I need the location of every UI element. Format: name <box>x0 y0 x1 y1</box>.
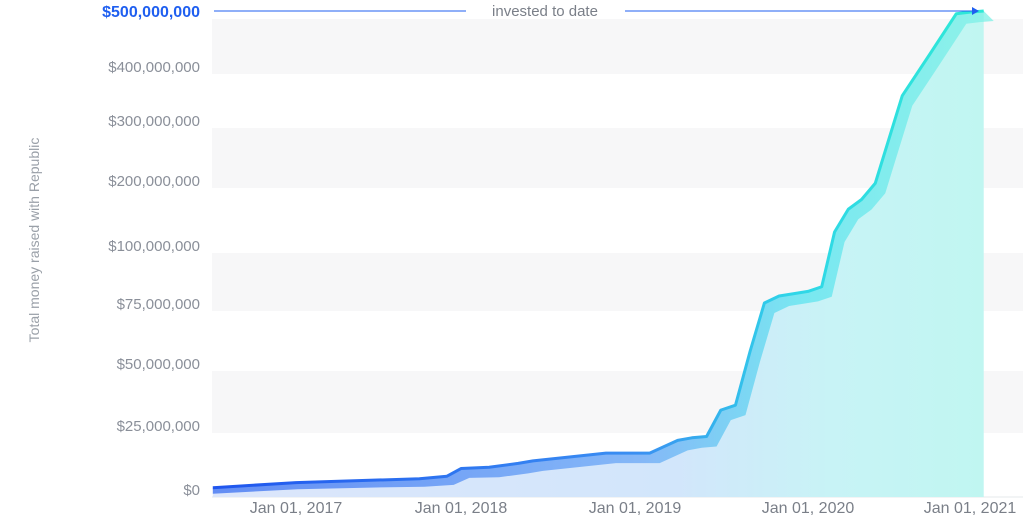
annotation-arrowhead <box>972 7 979 15</box>
annotation-group: invested to date <box>214 3 979 20</box>
series-line <box>212 9 984 490</box>
y-tick-label: $50,000,000 <box>117 356 200 373</box>
x-tick-label: Jan 01, 2017 <box>250 500 343 516</box>
area-ribbon <box>212 11 994 494</box>
y-axis-ticks: $0 $25,000,000 $50,000,000 $75,000,000 $100,… <box>102 4 200 499</box>
x-tick-label: Jan 01, 2018 <box>415 500 508 516</box>
y-axis-label: Total money raised with Republic <box>26 138 42 343</box>
x-tick-label: Jan 01, 2020 <box>762 500 855 516</box>
y-tick-label: $0 <box>183 482 200 499</box>
x-axis-ticks: Jan 01, 2017 Jan 01, 2018 Jan 01, 2019 Jan … <box>250 500 1017 516</box>
y-tick-label: $100,000,000 <box>108 238 200 255</box>
x-tick-label: Jan 01, 2019 <box>589 500 682 516</box>
grid-band <box>212 19 1023 74</box>
y-tick-label: $25,000,000 <box>117 418 200 435</box>
annotation-text: invested to date <box>492 3 598 20</box>
x-tick-label: Jan 01, 2021 <box>924 500 1017 516</box>
area-fill <box>212 9 994 497</box>
y-tick-label: $75,000,000 <box>117 296 200 313</box>
y-tick-label: $400,000,000 <box>108 59 200 76</box>
area-fill-region <box>212 11 984 497</box>
y-tick-label: $200,000,000 <box>108 173 200 190</box>
y-tick-label-highlight: $500,000,000 <box>102 4 200 21</box>
y-tick-label: $300,000,000 <box>108 113 200 130</box>
